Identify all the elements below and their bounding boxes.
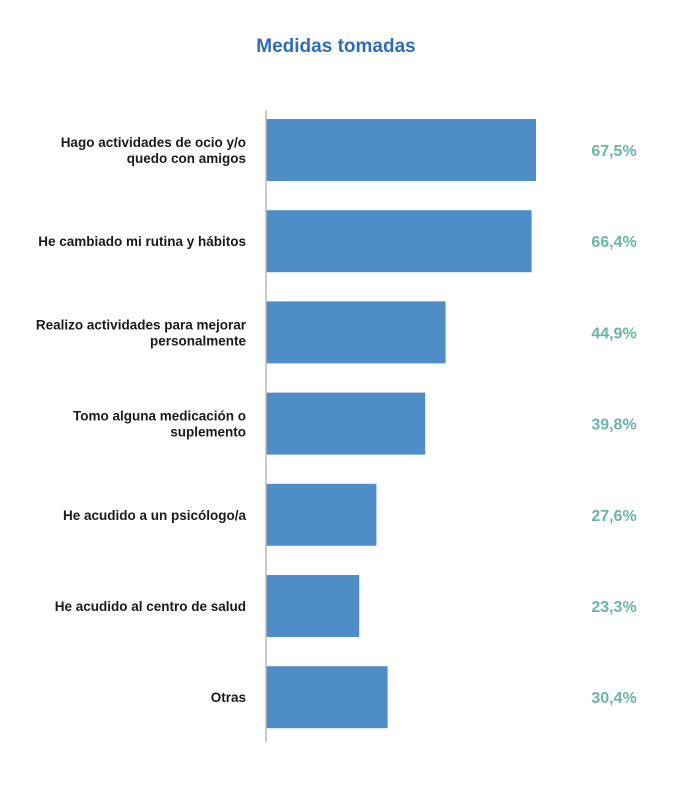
- bar-4: [266, 392, 426, 455]
- value-label-4: 39,8%: [591, 417, 636, 434]
- value-label-2: 66,4%: [591, 234, 636, 251]
- category-label-7: Otras: [211, 690, 246, 705]
- bar-5: [266, 483, 377, 546]
- value-label-3: 44,9%: [591, 325, 636, 342]
- value-label-5: 27,6%: [591, 508, 636, 525]
- category-label-line: personalmente: [150, 333, 247, 348]
- category-label-line: Tomo alguna medicación o: [73, 409, 246, 424]
- category-label-5: He acudido a un psicólogo/a: [63, 508, 247, 523]
- bar-1: [266, 119, 536, 181]
- category-label-6: He acudido al centro de salud: [55, 599, 246, 614]
- value-label-7: 30,4%: [591, 690, 636, 707]
- category-label-line: He acudido a un psicólogo/a: [63, 508, 247, 523]
- category-label-line: Hago actividades de ocio y/o: [61, 135, 246, 150]
- value-label-1: 67,5%: [591, 143, 636, 160]
- value-labels-group: 67,5% 66,4% 44,9% 39,8% 27,6% 23,3% 30,4%: [591, 143, 636, 707]
- bar-7: [266, 666, 388, 729]
- category-label-4: Tomo alguna medicación o suplemento: [73, 409, 246, 440]
- category-label-line: He acudido al centro de salud: [55, 599, 246, 614]
- category-label-line: He cambiado mi rutina y hábitos: [38, 234, 246, 249]
- category-label-line: Otras: [211, 690, 246, 705]
- category-label-line: quedo con amigos: [127, 151, 246, 166]
- category-label-line: Realizo actividades para mejorar: [36, 317, 247, 332]
- chart-title: Medidas tomadas: [256, 36, 416, 57]
- value-label-6: 23,3%: [591, 599, 636, 616]
- category-label-1: Hago actividades de ocio y/o quedo con am…: [61, 135, 246, 166]
- category-label-line: suplemento: [170, 425, 246, 440]
- category-label-3: Realizo actividades para mejorar personal…: [36, 317, 247, 348]
- category-label-2: He cambiado mi rutina y hábitos: [38, 234, 246, 249]
- category-labels-group: Hago actividades de ocio y/o quedo con am…: [36, 135, 247, 705]
- bar-2: [266, 210, 532, 273]
- bar-3: [266, 301, 446, 364]
- bars-group: [266, 119, 536, 729]
- bar-6: [266, 575, 360, 637]
